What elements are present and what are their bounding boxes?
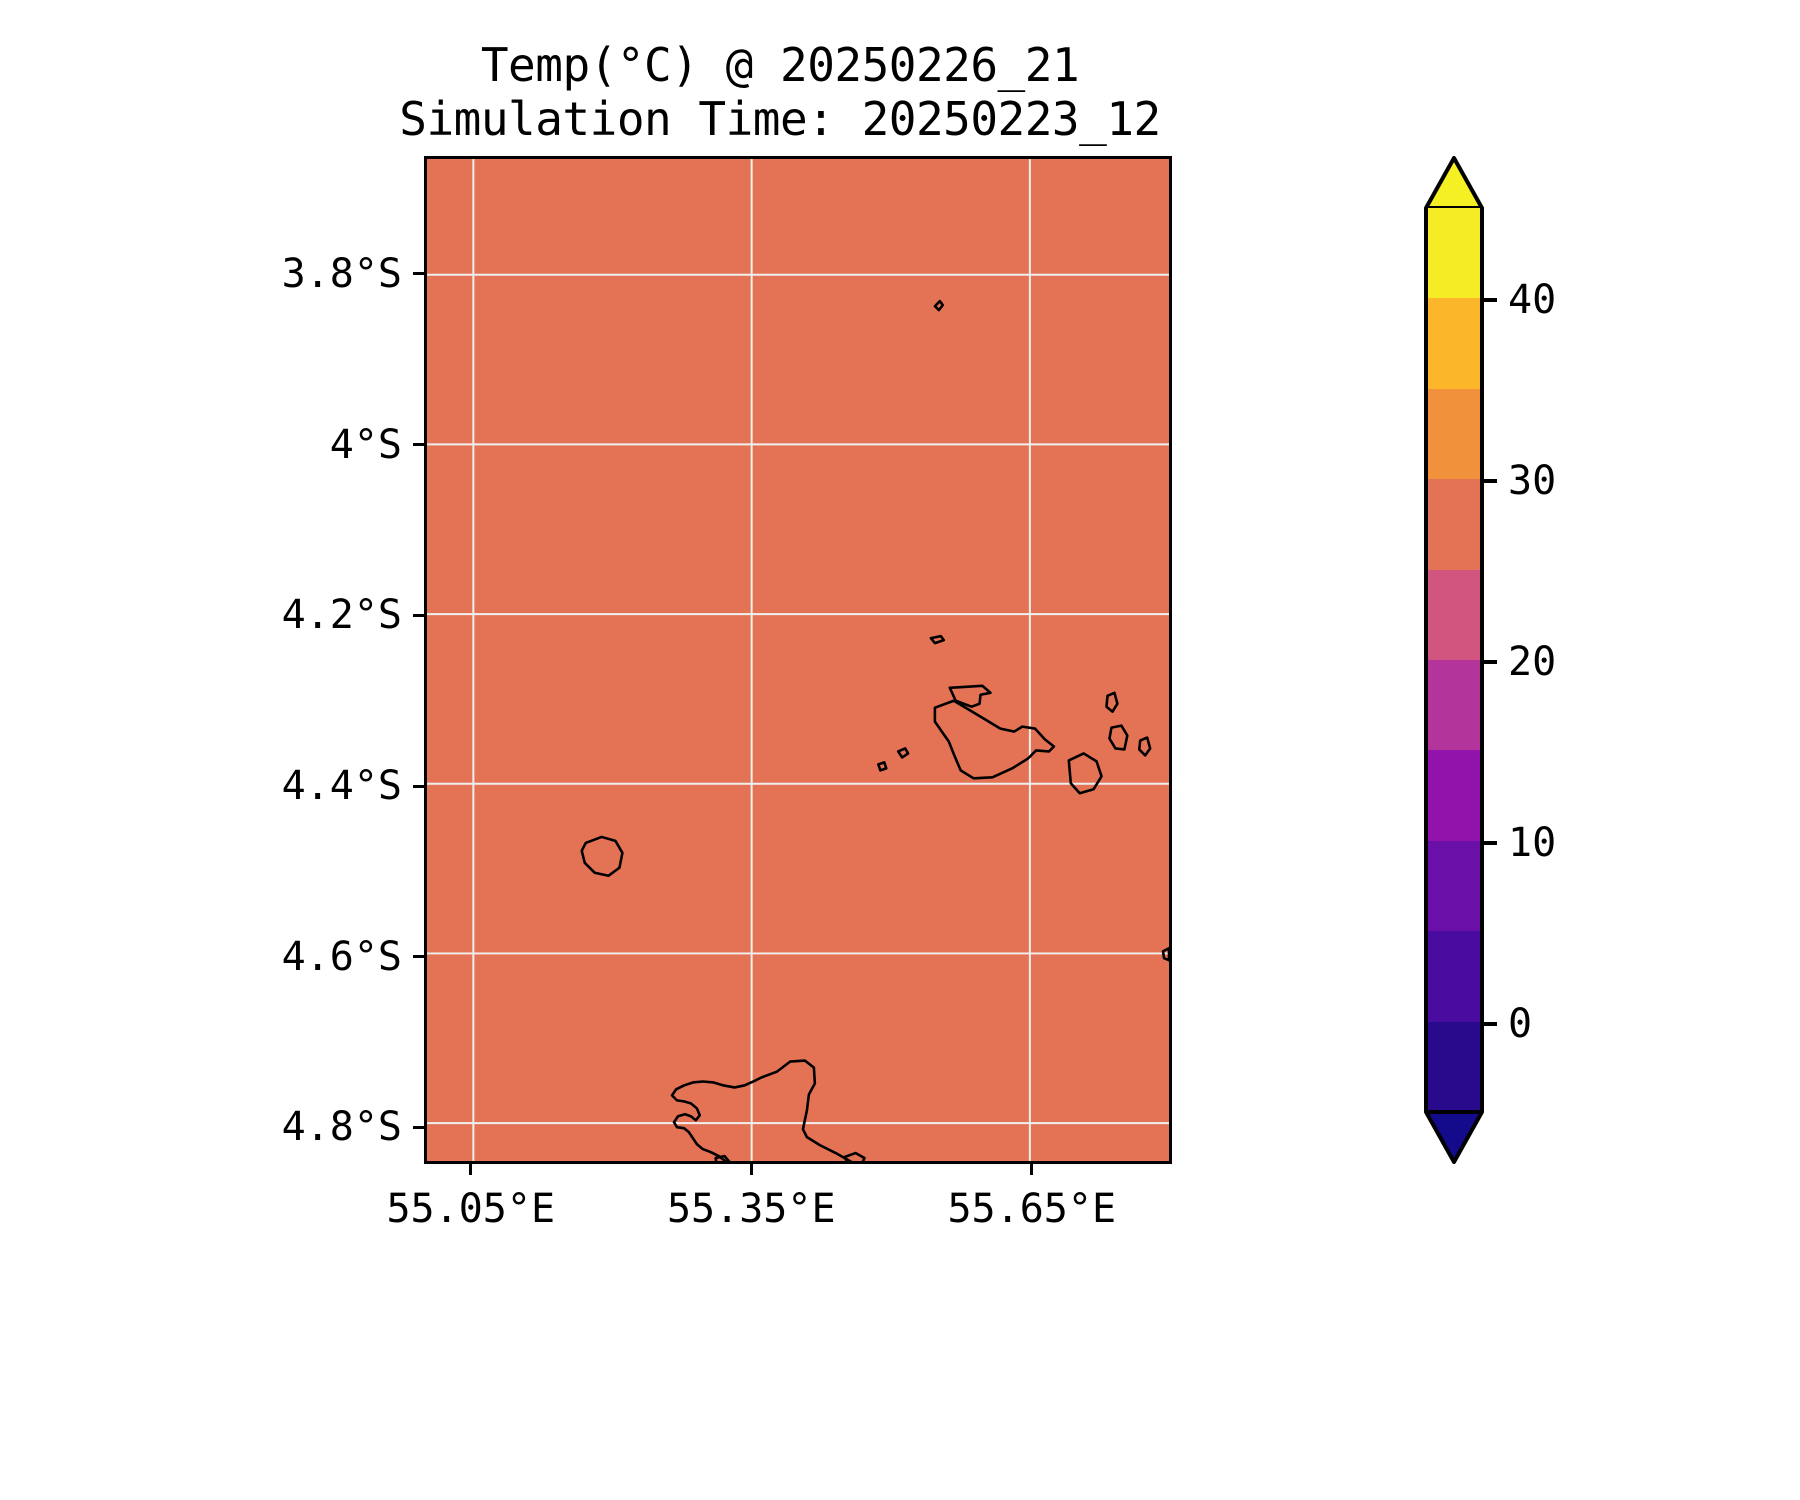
y-tick-mark — [413, 955, 424, 959]
colorbar-tick-mark — [1484, 1021, 1497, 1026]
y-tick-mark — [413, 613, 424, 617]
y-tick-label: 4.6°S — [281, 933, 402, 980]
x-tick-label: 55.65°E — [947, 1186, 1117, 1232]
y-tick-mark — [413, 784, 424, 788]
colorbar-band — [1428, 479, 1480, 571]
y-tick-label: 4°S — [329, 421, 402, 468]
y-tick-label: 3.8°S — [281, 250, 402, 297]
x-tick-mark — [469, 1164, 473, 1175]
colorbar-tick-label: 30 — [1508, 458, 1557, 505]
colorbar-gradient — [1424, 208, 1484, 1112]
title-line-2: Simulation Time: 20250223_12 — [399, 92, 1161, 147]
colorbar-tick-mark — [1484, 840, 1497, 845]
colorbar-over-arrow — [1424, 156, 1484, 210]
colorbar-band — [1428, 388, 1480, 480]
colorbar-band — [1428, 298, 1480, 390]
colorbar-band — [1428, 660, 1480, 751]
coastline-overlay — [580, 299, 1169, 1161]
colorbar-band — [1428, 1021, 1480, 1112]
colorbar-band — [1428, 569, 1480, 661]
y-tick-label: 4.8°S — [281, 1104, 402, 1151]
x-tick-mark — [1030, 1164, 1034, 1175]
x-tick-label: 55.35°E — [666, 1186, 836, 1232]
y-tick-label: 4.2°S — [281, 592, 402, 639]
map-plot-area — [424, 156, 1172, 1164]
x-tick-label: 55.05°E — [386, 1186, 556, 1232]
map-gridlines — [427, 159, 1169, 1161]
colorbar-band — [1428, 750, 1480, 842]
colorbar-tick-label: 40 — [1508, 277, 1557, 324]
colorbar-tick-label: 0 — [1508, 1000, 1533, 1047]
colorbar-under-arrow — [1424, 1110, 1484, 1164]
y-tick-mark — [413, 443, 424, 447]
y-tick-mark — [413, 1125, 424, 1129]
colorbar-tick-mark — [1484, 298, 1497, 303]
colorbar-tick-label: 10 — [1508, 819, 1557, 866]
colorbar[interactable]: 40 30 20 10 0 — [1424, 156, 1556, 1164]
colorbar-band — [1428, 840, 1480, 932]
title-line-1: Temp(°C) @ 20250226_21 — [480, 38, 1080, 92]
colorbar-band — [1428, 931, 1480, 1023]
chart-title: Temp(°C) @ 20250226_21 Simulation Time: … — [0, 38, 1560, 147]
colorbar-tick-mark — [1484, 479, 1497, 484]
y-tick-mark — [413, 272, 424, 276]
colorbar-band — [1428, 208, 1480, 299]
y-tick-label: 4.4°S — [281, 763, 402, 809]
colorbar-tick-label: 20 — [1508, 639, 1557, 685]
temperature-field-fill — [427, 159, 1169, 1161]
x-tick-mark — [749, 1164, 753, 1175]
colorbar-tick-mark — [1484, 660, 1497, 664]
